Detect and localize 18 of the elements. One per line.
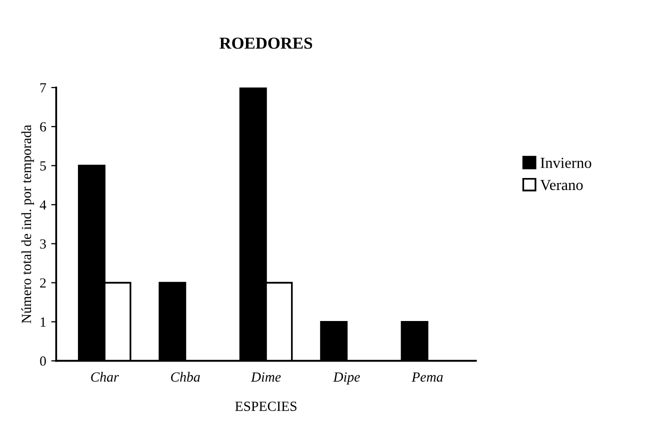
x-tick-label: Pema <box>412 372 443 382</box>
y-axis-title: Número total de ind. por temporada <box>21 124 34 324</box>
x-tick-label: Dipe <box>333 372 360 385</box>
x-axis-title: ESPECIES <box>235 402 296 411</box>
legend-label: Verano <box>540 180 583 190</box>
y-tick-label: 7 <box>40 83 46 92</box>
x-tick-label: Char <box>91 372 119 382</box>
y-tick-label: 3 <box>40 239 46 249</box>
y-tick-label: 4 <box>40 200 46 210</box>
y-tick-label: 5 <box>40 161 46 171</box>
y-tick-label: 2 <box>40 278 46 288</box>
x-tick-label: Dime <box>250 372 281 382</box>
y-tick-label: 6 <box>40 122 46 132</box>
y-tick-label: 1 <box>40 317 46 327</box>
x-tick-label: Chba <box>171 372 200 382</box>
legend-label: Invierno <box>540 158 592 168</box>
y-tick-label: 0 <box>40 356 46 366</box>
chart-title: ROEDORES <box>220 38 312 49</box>
